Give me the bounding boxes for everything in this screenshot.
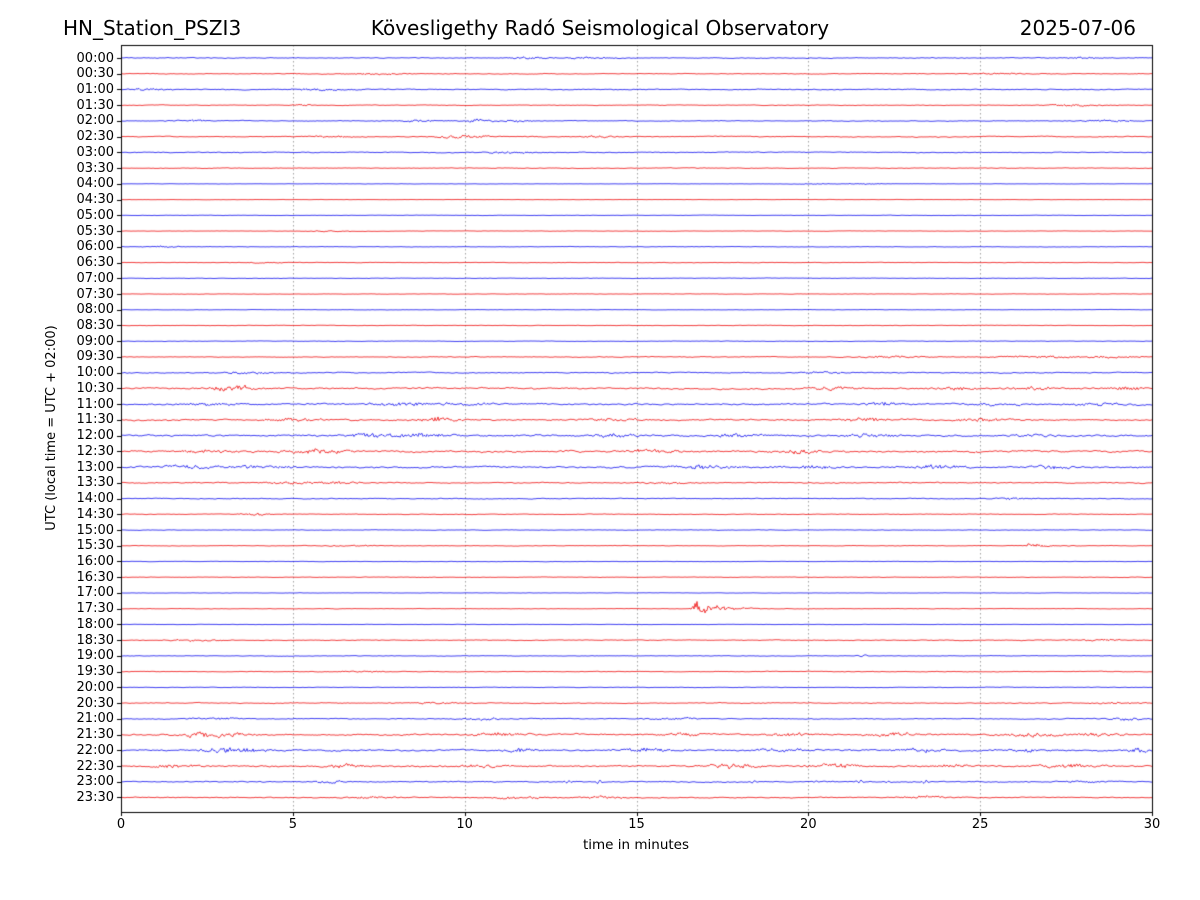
- y-tick-label: 08:30: [76, 317, 114, 333]
- y-tick-label: 12:30: [76, 443, 114, 459]
- y-tick-label: 20:00: [76, 679, 114, 695]
- y-tick-label: 15:30: [76, 538, 114, 554]
- y-tick-label: 10:30: [76, 380, 114, 396]
- y-tick-label: 03:00: [76, 144, 114, 160]
- y-tick-label: 14:00: [76, 491, 114, 507]
- y-tick-label: 18:00: [76, 616, 114, 632]
- y-tick-label: 21:00: [76, 711, 114, 727]
- y-tick-label: 18:30: [76, 632, 114, 648]
- y-tick-label: 15:00: [76, 522, 114, 538]
- x-axis-label: time in minutes: [582, 837, 690, 853]
- y-tick-label: 22:30: [76, 758, 114, 774]
- y-tick-label: 10:00: [76, 365, 114, 381]
- y-tick-label: 00:30: [76, 66, 114, 82]
- x-tick-label: 20: [800, 817, 817, 832]
- y-tick-label: 09:00: [76, 333, 114, 349]
- observatory-title: Kövesligethy Radó Seismological Observat…: [370, 16, 830, 40]
- y-tick-label: 00:00: [76, 50, 114, 66]
- y-tick-label: 04:30: [76, 192, 114, 208]
- y-tick-label: 19:00: [76, 648, 114, 664]
- y-tick-label: 21:30: [76, 727, 114, 743]
- x-tick-label: 0: [116, 817, 126, 832]
- x-tick-label: 5: [288, 817, 297, 832]
- x-tick-label: 15: [628, 817, 645, 832]
- y-tick-label: 11:00: [76, 396, 114, 412]
- y-tick-label: 23:00: [76, 774, 114, 790]
- y-tick-label: 17:00: [76, 585, 114, 601]
- y-tick-label: 02:30: [76, 129, 114, 145]
- x-tick-label: 25: [971, 817, 989, 832]
- y-tick-label: 07:00: [76, 270, 114, 286]
- y-tick-label: 17:30: [76, 601, 114, 617]
- y-tick-label: 23:30: [76, 789, 114, 805]
- plot-date: 2025-07-06: [1019, 16, 1136, 40]
- y-tick-label: 06:00: [76, 239, 114, 255]
- y-tick-label: 20:30: [76, 695, 114, 711]
- y-tick-label: 13:30: [76, 475, 114, 491]
- y-tick-label: 03:30: [76, 160, 114, 176]
- station-title: HN_Station_PSZI3: [63, 16, 242, 40]
- y-tick-label: 22:00: [76, 742, 114, 758]
- y-tick-label: 19:30: [76, 664, 114, 680]
- y-tick-label: 01:00: [76, 81, 114, 97]
- y-tick-label: 08:00: [76, 302, 114, 318]
- y-tick-label: 05:00: [76, 207, 114, 223]
- y-tick-label: 13:00: [76, 459, 114, 475]
- y-tick-label: 16:00: [76, 553, 114, 569]
- y-tick-label: 05:30: [76, 223, 114, 239]
- y-tick-label: 09:30: [76, 349, 114, 365]
- y-tick-label: 16:30: [76, 569, 114, 585]
- y-tick-label: 04:00: [76, 176, 114, 192]
- y-tick-label: 01:30: [76, 97, 114, 113]
- y-tick-label: 12:00: [76, 428, 114, 444]
- y-tick-label: 14:30: [76, 506, 114, 522]
- x-tick-label: 10: [456, 817, 473, 832]
- x-tick-label: 30: [1143, 817, 1161, 832]
- y-tick-label: 06:30: [76, 255, 114, 271]
- y-tick-label: 07:30: [76, 286, 114, 302]
- y-tick-label: 11:30: [76, 412, 114, 428]
- y-tick-label: 02:00: [76, 113, 114, 129]
